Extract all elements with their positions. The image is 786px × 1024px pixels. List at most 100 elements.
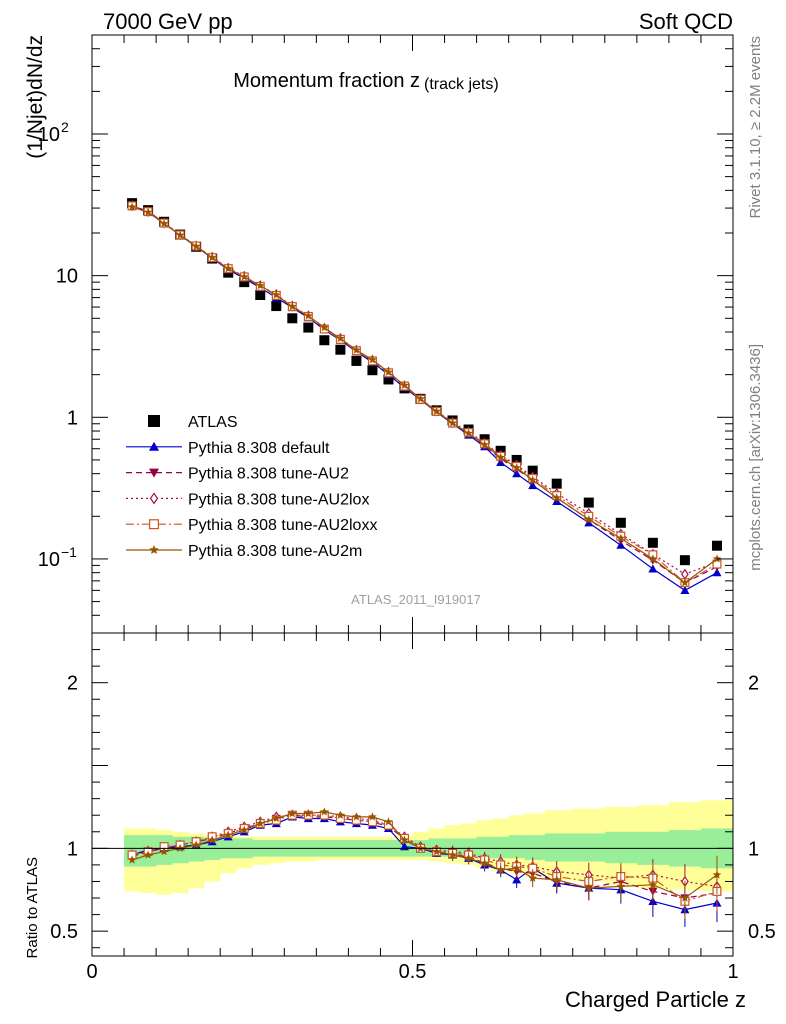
ratio-panel: 0.5 0.5 1 1 2 2 0 0.5 1 Ratio to ATLAS Charged P… — [24, 632, 776, 1012]
main-point — [383, 374, 394, 385]
uncertainty-band-stat — [544, 833, 574, 862]
legend-marker — [149, 468, 159, 478]
ratio-point — [648, 880, 658, 889]
main-point — [175, 230, 185, 239]
main-point — [416, 394, 425, 403]
ratio-point — [616, 881, 626, 891]
uncertainty-band-stat — [572, 833, 606, 862]
energy-label: 7000 GeV pp — [103, 9, 233, 34]
uncertainty-band-stat — [492, 836, 510, 859]
ratio-point — [384, 817, 393, 826]
ratio-point — [400, 835, 409, 844]
main-point — [647, 537, 658, 548]
ratio-point — [127, 855, 137, 864]
main-point — [551, 478, 562, 489]
ratio-point — [480, 858, 489, 867]
main-title-sub: (track jets) — [424, 76, 499, 93]
main-point — [679, 555, 690, 566]
legend-label: Pythia 8.308 tune-AU2lox — [188, 491, 369, 508]
main-point — [319, 335, 330, 346]
legend-marker — [149, 545, 159, 555]
ratio-point — [207, 835, 217, 844]
main-ytick-exponent: 2 — [61, 119, 69, 135]
main-point — [255, 290, 266, 301]
ratio-point — [712, 870, 722, 879]
legend-entry: Pythia 8.308 default — [126, 440, 330, 457]
main-point — [351, 355, 362, 366]
main-point — [512, 463, 521, 472]
legend-marker — [149, 441, 159, 451]
ratio-ylabel: Ratio to ATLAS — [24, 857, 41, 958]
legend-entry: Pythia 8.308 tune-AU2lox — [126, 491, 369, 508]
main-point — [712, 554, 722, 563]
main-point — [143, 207, 153, 216]
legend: ATLAS Pythia 8.308 default Pythia 8.308 tu… — [126, 414, 377, 560]
main-point — [616, 533, 626, 542]
main-point — [648, 554, 658, 563]
ratio-point — [552, 875, 561, 884]
main-point — [480, 440, 489, 449]
main-point — [303, 322, 314, 333]
process-label: Soft QCD — [639, 9, 733, 34]
main-point — [711, 540, 722, 551]
main-ytick-label: 10 — [38, 549, 60, 571]
main-point — [159, 219, 169, 228]
main-point — [681, 568, 689, 580]
ratio-point — [432, 847, 441, 856]
ratio-ytick-label-right: 1 — [748, 838, 759, 860]
legend-label: Pythia 8.308 tune-AU2 — [188, 466, 349, 483]
legend-label: Pythia 8.308 default — [188, 440, 330, 457]
main-point — [272, 290, 281, 299]
main-point — [432, 406, 441, 416]
legend-marker — [149, 492, 159, 505]
xtick-label: 1 — [727, 961, 738, 983]
x-axis-label: Charged Particle z — [565, 987, 746, 1012]
uncertainty-band-stat — [476, 836, 494, 859]
ratio-point — [255, 818, 265, 828]
main-ytick-exponent: −1 — [61, 544, 77, 560]
analysis-label: ATLAS_2011_I919017 — [351, 592, 481, 607]
ratio-point — [159, 847, 169, 856]
legend-label: Pythia 8.308 tune-AU2m — [188, 543, 362, 560]
xtick-label: 0.5 — [399, 961, 427, 983]
main-point — [528, 475, 537, 484]
main-point — [320, 323, 329, 332]
legend-entry: ATLAS — [148, 414, 238, 431]
ratio-ytick-label: 0.5 — [50, 921, 78, 943]
main-point — [496, 453, 505, 462]
mcplots-label: mcplots.cern.ch [arXiv:1306.3436] — [747, 344, 764, 571]
ratio-point — [448, 850, 457, 859]
ratio-point — [288, 809, 297, 818]
main-point — [287, 313, 298, 324]
ratio-point — [304, 809, 313, 818]
uncertainty-band-stat — [508, 835, 526, 859]
ratio-point — [367, 817, 377, 827]
ratio-point — [191, 840, 201, 849]
main-point — [527, 465, 538, 476]
main-point — [368, 355, 377, 364]
ratio-point — [272, 814, 281, 823]
ratio-point — [143, 850, 153, 859]
ratio-point — [512, 863, 521, 872]
legend-marker — [149, 519, 160, 530]
main-series-5 — [127, 202, 722, 587]
ratio-point — [368, 812, 377, 821]
legend-entry: Pythia 8.308 tune-AU2 — [126, 466, 349, 483]
main-point — [271, 301, 282, 312]
main-point — [207, 253, 217, 262]
main-point — [584, 514, 594, 524]
legend-marker — [148, 415, 160, 427]
main-point — [583, 497, 594, 508]
main-point — [191, 241, 201, 250]
legend-label: ATLAS — [188, 414, 238, 431]
main-point — [255, 281, 265, 290]
main-ytick-label: 1 — [67, 407, 78, 429]
main-point — [648, 564, 658, 573]
main-point — [239, 272, 249, 281]
ratio-point — [352, 812, 361, 821]
main-point — [352, 345, 361, 354]
ratio-ytick-label: 2 — [67, 673, 78, 695]
ratio-point — [528, 873, 537, 882]
uncertainty-band-stat — [204, 838, 221, 860]
legend-entry: Pythia 8.308 tune-AU2loxx — [126, 517, 377, 534]
